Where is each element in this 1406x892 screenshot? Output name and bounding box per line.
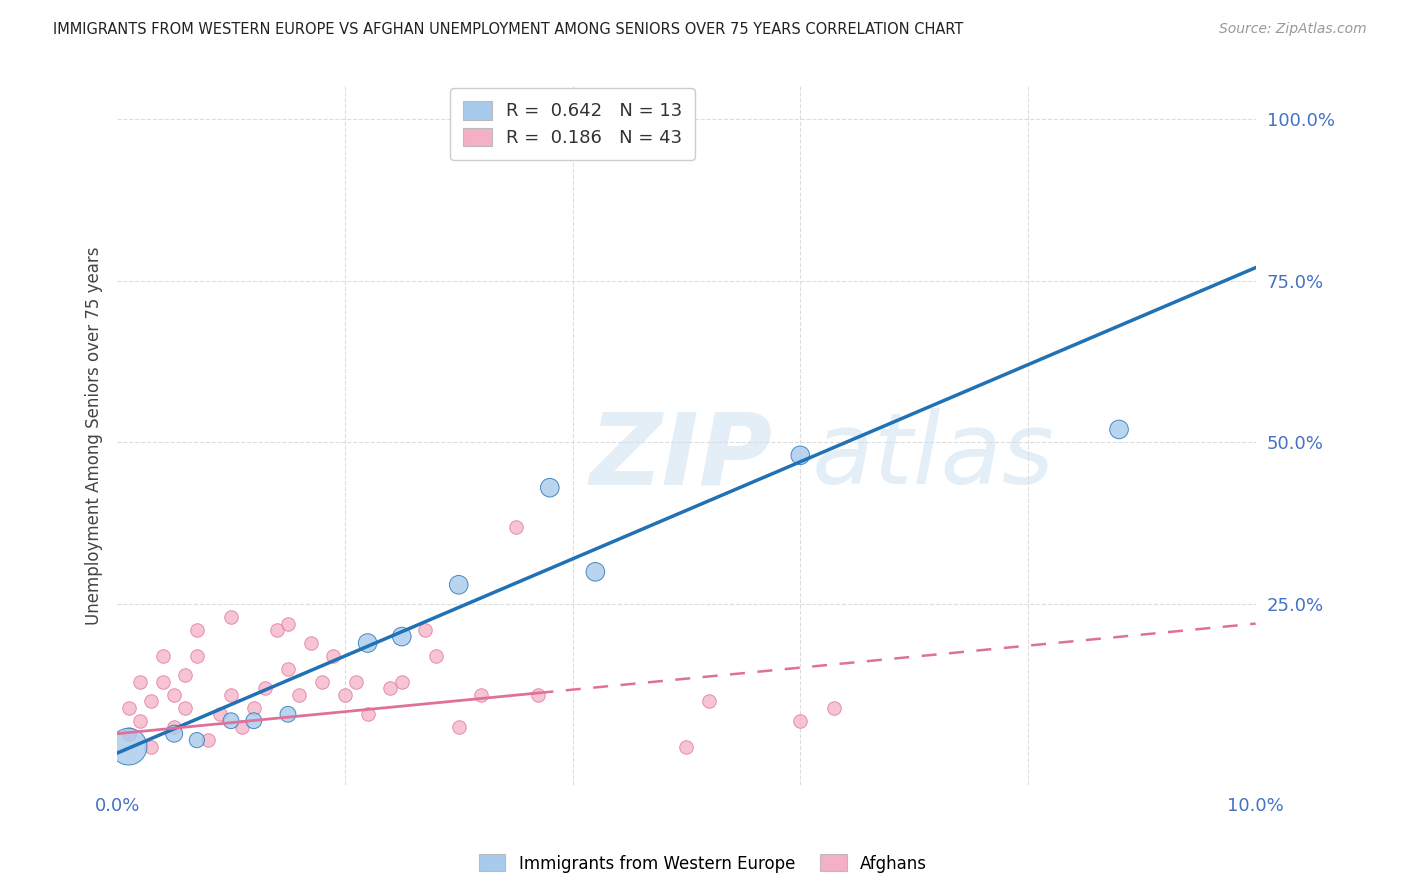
Point [117, 726, 139, 740]
Point [117, 700, 139, 714]
Point [356, 636, 378, 650]
Point [322, 648, 344, 663]
Point [447, 578, 470, 592]
Point [163, 726, 186, 740]
Point [697, 694, 720, 708]
Point [447, 720, 470, 734]
Point [391, 674, 413, 689]
Point [174, 700, 197, 714]
Point [129, 674, 152, 689]
Point [356, 707, 378, 722]
Point [311, 674, 333, 689]
Legend: Immigrants from Western Europe, Afghans: Immigrants from Western Europe, Afghans [472, 847, 934, 880]
Point [163, 720, 186, 734]
Text: Source: ZipAtlas.com: Source: ZipAtlas.com [1219, 22, 1367, 37]
Point [823, 700, 845, 714]
Point [243, 714, 266, 728]
Point [208, 707, 231, 722]
Point [425, 648, 447, 663]
Text: IMMIGRANTS FROM WESTERN EUROPE VS AFGHAN UNEMPLOYMENT AMONG SENIORS OVER 75 YEAR: IMMIGRANTS FROM WESTERN EUROPE VS AFGHAN… [53, 22, 963, 37]
Point [186, 648, 208, 663]
Y-axis label: Unemployment Among Seniors over 75 years: Unemployment Among Seniors over 75 years [86, 247, 103, 625]
Point [538, 481, 561, 495]
Text: ZIP: ZIP [589, 409, 773, 506]
Point [152, 674, 174, 689]
Point [141, 739, 163, 754]
Point [219, 688, 242, 702]
Point [470, 688, 492, 702]
Point [505, 519, 527, 533]
Point [527, 688, 550, 702]
Point [299, 636, 322, 650]
Point [675, 739, 697, 754]
Point [219, 610, 242, 624]
Point [254, 681, 277, 696]
Point [186, 733, 208, 747]
Point [129, 714, 152, 728]
Point [413, 623, 436, 637]
Point [266, 623, 288, 637]
Point [333, 688, 356, 702]
Point [277, 662, 299, 676]
Point [277, 707, 299, 722]
Text: atlas: atlas [589, 409, 1053, 506]
Point [117, 739, 139, 754]
Point [789, 714, 811, 728]
Point [152, 648, 174, 663]
Point [288, 688, 311, 702]
Point [583, 565, 606, 579]
Point [391, 630, 413, 644]
Point [789, 448, 811, 462]
Point [141, 694, 163, 708]
Point [277, 616, 299, 631]
Point [344, 674, 367, 689]
Point [174, 668, 197, 682]
Point [197, 733, 219, 747]
Point [219, 714, 242, 728]
Point [231, 720, 253, 734]
Point [186, 623, 208, 637]
Point [380, 681, 402, 696]
Point [243, 700, 266, 714]
Point [163, 688, 186, 702]
Point [1108, 422, 1130, 436]
Legend: R =  0.642   N = 13, R =  0.186   N = 43: R = 0.642 N = 13, R = 0.186 N = 43 [450, 88, 695, 160]
